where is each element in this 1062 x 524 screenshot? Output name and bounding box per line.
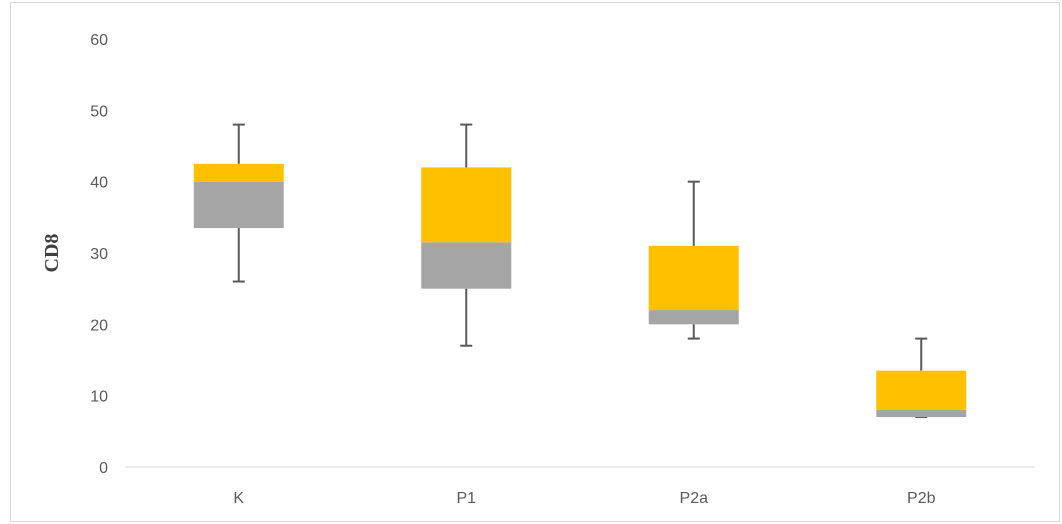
upper-box-segment (876, 370, 967, 410)
upper-box-segment (648, 245, 739, 311)
box-p2a (648, 180, 739, 340)
lower-box-segment (648, 310, 739, 325)
x-tick-label: P1 (456, 490, 476, 507)
y-tick-label: 20 (90, 317, 108, 334)
chart-frame (10, 2, 1060, 522)
box-k (193, 123, 284, 283)
y-tick-label: 10 (90, 389, 108, 406)
x-tick-label: K (233, 490, 244, 507)
boxes (193, 123, 967, 419)
x-tick-label: P2b (907, 490, 936, 507)
y-tick-label: 0 (99, 460, 108, 477)
y-axis-ticks: 0 10 20 30 40 50 60 (90, 32, 108, 477)
y-tick-label: 30 (90, 246, 108, 263)
y-tick-label: 40 (90, 175, 108, 192)
box-p1 (421, 123, 512, 347)
y-tick-label: 60 (90, 32, 108, 49)
x-tick-label: P2a (680, 490, 709, 507)
lower-box-segment (421, 242, 512, 289)
upper-box-segment (421, 167, 512, 243)
y-axis-label: CD8 (41, 234, 63, 273)
upper-box-segment (193, 163, 284, 182)
y-tick-label: 50 (90, 103, 108, 120)
lower-box-segment (193, 181, 284, 229)
lower-box-segment (876, 409, 967, 418)
box-p2b (876, 337, 967, 419)
x-axis-ticks: K P1 P2a P2b (233, 490, 935, 507)
